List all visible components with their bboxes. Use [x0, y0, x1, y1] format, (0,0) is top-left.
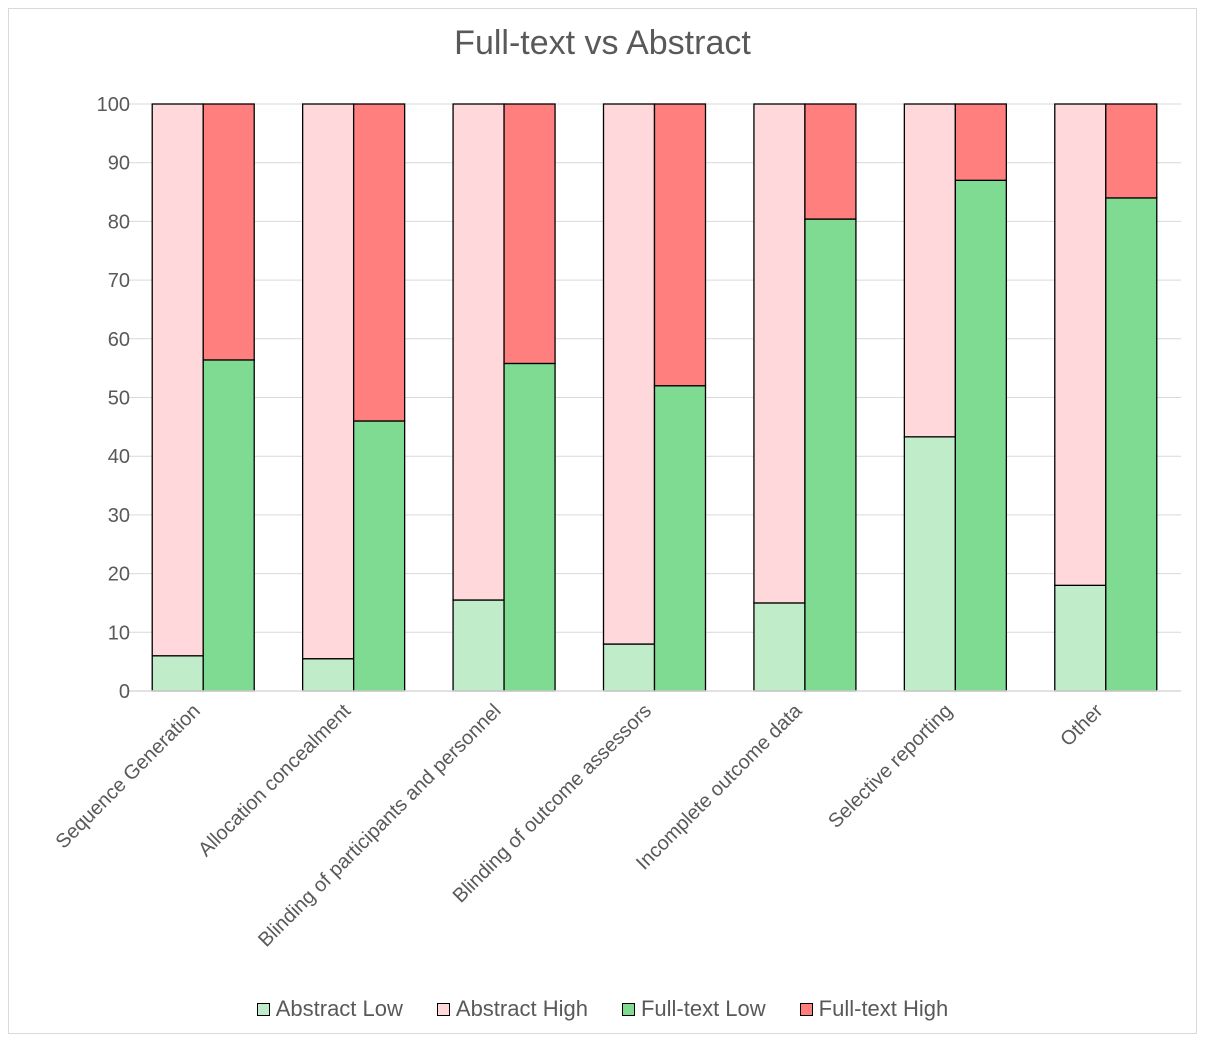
legend-swatch — [436, 1002, 450, 1016]
bar-segment — [452, 599, 505, 692]
legend-item: Abstract Low — [256, 996, 403, 1022]
bar-segment — [753, 602, 806, 692]
bar-segment — [1105, 103, 1158, 199]
bar-segment — [503, 362, 556, 692]
bar-segment — [1054, 584, 1107, 692]
bar-segment — [352, 103, 406, 422]
bar-segment — [202, 359, 255, 692]
y-tick-label: 0 — [119, 681, 130, 703]
y-tick-label: 20 — [108, 564, 130, 586]
bar-segment — [602, 643, 656, 692]
bar-segment — [301, 658, 355, 692]
bar-segment — [753, 103, 806, 604]
legend-label: Full-text Low — [640, 996, 766, 1021]
bar-segment — [954, 103, 1008, 181]
legend-label: Abstract Low — [275, 996, 403, 1021]
legend: Abstract Low Abstract High Full-text Low Fu… — [0, 996, 1205, 1022]
y-tick-label: 80 — [108, 211, 130, 233]
legend-label: Full-text High — [818, 996, 949, 1021]
bar-segment — [954, 179, 1008, 692]
x-tick-label: Other — [1056, 700, 1107, 751]
legend-label: Abstract High — [455, 996, 588, 1021]
y-tick-label: 50 — [108, 388, 130, 410]
y-tick-label: 30 — [108, 505, 130, 527]
bar-segment — [903, 436, 957, 692]
y-tick-label: 100 — [97, 94, 130, 116]
bar-segment — [804, 218, 857, 692]
chart-title: Full-text vs Abstract — [454, 24, 751, 62]
bar-segment — [903, 103, 957, 438]
x-tick-label: Blinding of participants and personnel — [254, 700, 505, 951]
y-tick-label: 10 — [108, 622, 130, 644]
y-tick-label: 40 — [108, 446, 130, 468]
legend-swatch — [621, 1002, 635, 1016]
legend-item: Full-text Low — [621, 996, 766, 1022]
bar-segment — [602, 103, 656, 645]
legend-swatch — [799, 1002, 813, 1016]
bar-segment — [301, 103, 355, 660]
legend-item: Abstract High — [436, 996, 588, 1022]
bar-segment — [151, 103, 204, 657]
x-tick-label: Incomplete outcome data — [632, 699, 807, 874]
legend-swatch — [256, 1002, 270, 1016]
x-tick-label: Sequence Generation — [52, 700, 205, 853]
y-tick-label: 90 — [108, 153, 130, 175]
y-tick-label: 60 — [108, 329, 130, 351]
bar-segment — [503, 103, 556, 365]
legend-item: Full-text High — [799, 996, 949, 1022]
bar-segment — [202, 103, 255, 361]
bar-segment — [1054, 103, 1107, 586]
bar-segment — [1105, 197, 1158, 692]
bar-segment — [452, 103, 505, 601]
bar-segment — [804, 103, 857, 220]
bar-segment — [653, 103, 707, 387]
x-tick-label: Selective reporting — [824, 700, 957, 833]
bar-segment — [352, 420, 406, 692]
bar-segment — [151, 655, 204, 692]
y-tick-label: 70 — [108, 270, 130, 292]
bar-segment — [653, 385, 707, 692]
x-tick-label: Allocation concealment — [194, 700, 355, 861]
